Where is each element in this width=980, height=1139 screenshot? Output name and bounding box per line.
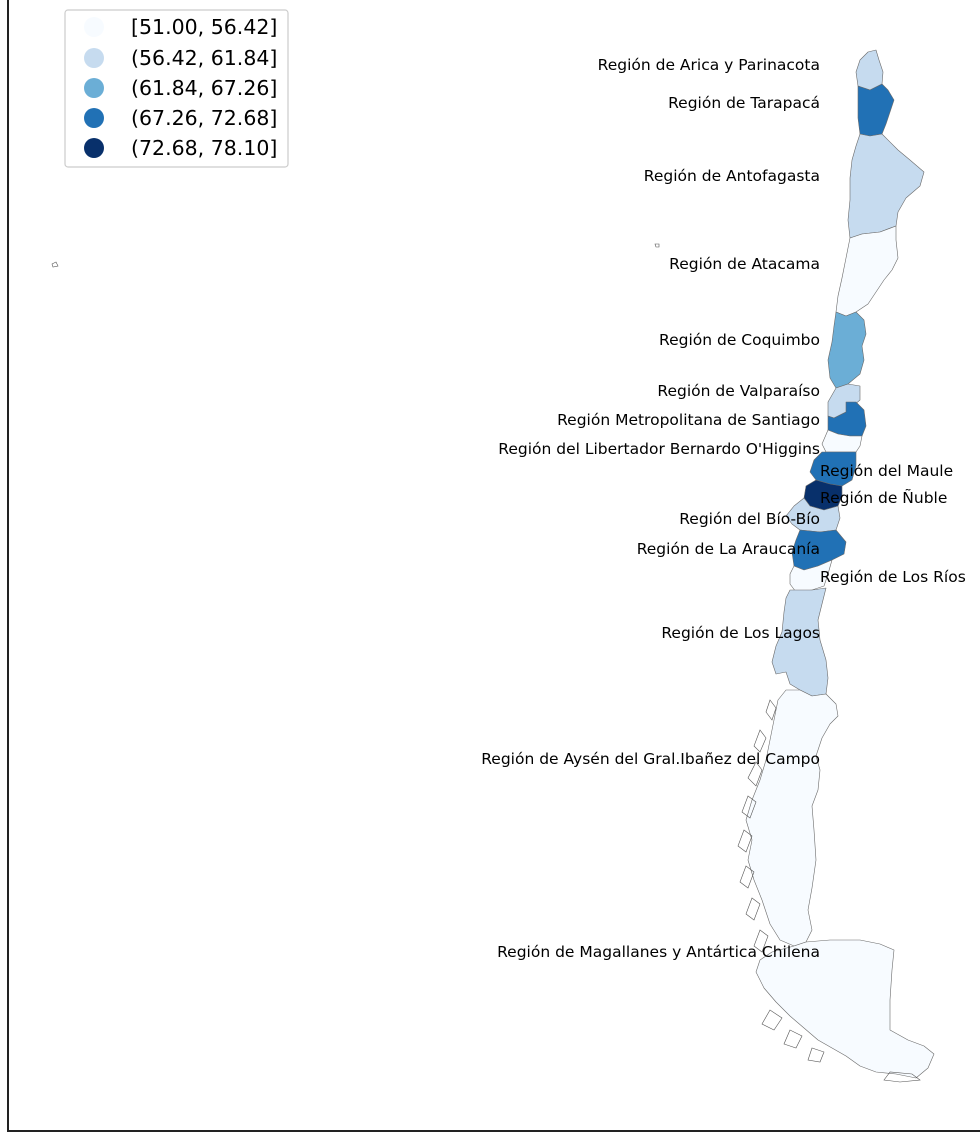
region-shape	[771, 587, 829, 697]
island-outline	[741, 795, 757, 819]
legend-swatch-icon	[84, 48, 104, 68]
legend-label: (72.68, 78.10]	[131, 136, 277, 160]
region-shape	[821, 429, 863, 453]
legend-item: [51.00, 56.42]	[84, 15, 277, 39]
island-outline	[783, 1029, 803, 1049]
legend-item: (56.42, 61.84]	[84, 46, 277, 70]
region-label: Región de Aysén del Gral.Ibañez del Camp…	[481, 750, 820, 768]
region-label: Región de Magallanes y Antártica Chilena	[497, 943, 820, 961]
region-label: Región de Los Lagos	[661, 624, 820, 642]
legend-label: (56.42, 61.84]	[131, 46, 277, 70]
legend-item: (72.68, 78.10]	[84, 136, 277, 160]
island-outline	[739, 865, 755, 889]
region-shape	[847, 133, 925, 239]
region-label: Región de Arica y Parinacota	[598, 56, 820, 74]
island-outline	[761, 1009, 783, 1031]
island-outline	[747, 761, 763, 787]
legend-item: (67.26, 72.68]	[84, 106, 277, 130]
legend-swatch-icon	[84, 108, 104, 128]
region-label: Región de Ñuble	[820, 488, 947, 507]
region-shape	[827, 311, 867, 389]
region-shape	[745, 689, 839, 947]
region-label: Región de La Araucanía	[637, 540, 820, 558]
region-shape	[855, 49, 884, 91]
region-shape	[857, 83, 895, 137]
island-outline	[883, 1071, 921, 1083]
legend-label: (61.84, 67.26]	[131, 76, 277, 100]
region-label: Región Metropolitana de Santiago	[557, 411, 820, 429]
island-outline	[765, 699, 777, 721]
region-label: Región del Maule	[820, 462, 953, 480]
region-shape	[755, 939, 935, 1079]
legend-swatch-icon	[84, 17, 104, 37]
region-label: Región del Libertador Bernardo O'Higgins	[498, 440, 820, 458]
island-outline	[737, 829, 753, 853]
island-outline	[654, 243, 660, 248]
region-label: Región de Coquimbo	[659, 331, 820, 349]
island-outline	[753, 729, 767, 753]
island-outline	[753, 929, 769, 953]
island-outline	[51, 261, 59, 268]
region-shape	[835, 225, 899, 317]
island-outline	[807, 1047, 825, 1063]
region-label: Región de Atacama	[669, 255, 820, 273]
legend-label: [51.00, 56.42]	[131, 15, 277, 39]
regions-layer	[745, 49, 935, 1079]
region-label: Región de Tarapacá	[668, 94, 820, 112]
region-label: Región de Valparaíso	[657, 382, 820, 400]
region-label: Región del Bío-Bío	[679, 510, 820, 528]
island-outline	[745, 897, 761, 921]
legend-label: (67.26, 72.68]	[131, 106, 277, 130]
legend-box	[64, 9, 289, 168]
region-shape	[789, 559, 833, 593]
legend-item: (61.84, 67.26]	[84, 76, 277, 100]
region-labels: Región de Arica y Parinacota Región de T…	[481, 56, 966, 961]
coastal-islands	[51, 243, 921, 1083]
region-label: Región de Antofagasta	[644, 167, 820, 185]
legend-swatch-icon	[84, 138, 104, 158]
legend-swatch-icon	[84, 78, 104, 98]
legend: [51.00, 56.42] (56.42, 61.84] (61.84, 67…	[64, 9, 289, 168]
region-label: Región de Los Ríos	[820, 568, 966, 586]
